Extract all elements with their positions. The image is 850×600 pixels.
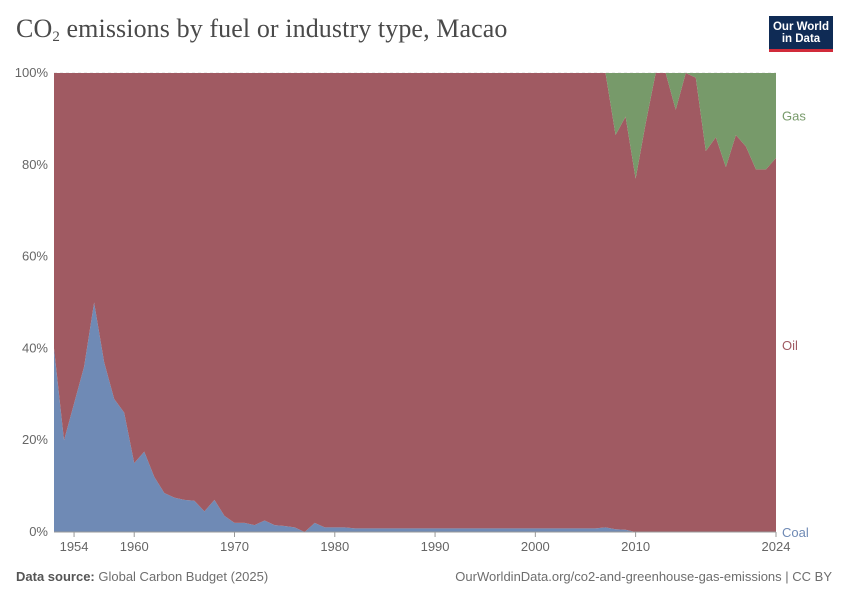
data-source: Data source: Global Carbon Budget (2025) xyxy=(16,569,269,584)
chart-title: CO2 emissions by fuel or industry type, … xyxy=(16,14,508,45)
x-tick-label: 2010 xyxy=(621,539,650,554)
x-tick-label: 2024 xyxy=(762,539,791,554)
legend-label-coal: Coal xyxy=(782,525,809,540)
area-coal xyxy=(54,302,776,532)
x-tick-label: 1960 xyxy=(120,539,149,554)
legend-label-oil: Oil xyxy=(782,338,798,353)
x-tick-label: 1970 xyxy=(220,539,249,554)
x-tick-label: 1980 xyxy=(320,539,349,554)
source-url[interactable]: OurWorldinData.org/co2-and-greenhouse-ga… xyxy=(455,569,832,584)
owid-logo[interactable]: Our World in Data xyxy=(769,16,833,52)
logo-line-2: in Data xyxy=(781,33,821,45)
x-tick-label: 1990 xyxy=(421,539,450,554)
area-gas xyxy=(54,73,776,179)
y-tick-label: 20% xyxy=(22,432,48,447)
y-tick-label: 100% xyxy=(15,65,49,80)
y-tick-label: 0% xyxy=(29,524,48,539)
y-tick-label: 60% xyxy=(22,249,48,264)
area-oil xyxy=(54,73,776,532)
y-tick-label: 80% xyxy=(22,157,48,172)
x-tick-label: 1954 xyxy=(60,539,89,554)
logo-line-1: Our World xyxy=(772,21,829,33)
y-tick-label: 40% xyxy=(22,340,48,355)
legend-label-gas: Gas xyxy=(782,108,806,123)
x-tick-label: 2000 xyxy=(521,539,550,554)
